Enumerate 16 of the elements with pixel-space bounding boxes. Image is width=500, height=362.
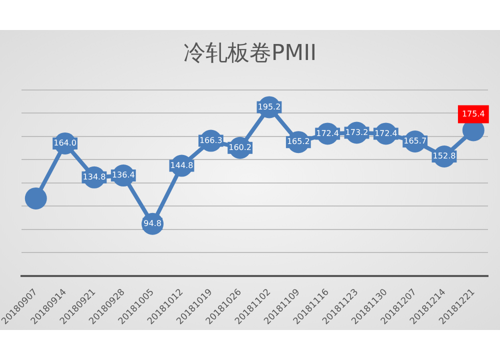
data-label: 172.4 [316,128,340,138]
data-label: 164.0 [54,138,77,148]
data-label: 165.7 [404,136,427,146]
data-label: 144.8 [170,160,194,170]
data-label: 172.4 [374,128,398,138]
data-label: 160.2 [228,142,252,152]
data-label: 175.4 [462,109,485,118]
data-label: 165.2 [286,137,310,146]
data-label: 173.2 [345,128,368,137]
data-label: 94.8 [144,218,162,228]
data-label: 136.4 [112,170,135,180]
data-label: 166.3 [199,136,222,145]
data-label: 152.8 [432,152,456,161]
data-label: 134.8 [82,172,106,182]
chart-title: 冷轧板卷PMII [182,40,318,68]
data-label: 195.2 [258,102,281,112]
